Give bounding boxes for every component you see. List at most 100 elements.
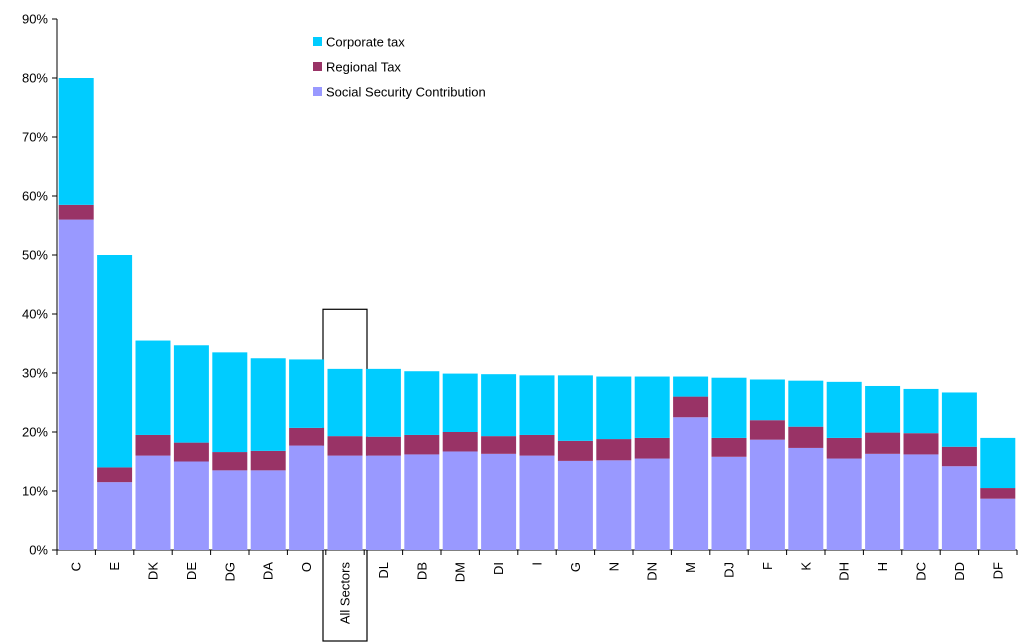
x-category-label: DM xyxy=(453,562,468,582)
bar-segment-regional-tax xyxy=(173,442,209,462)
bar-segment-regional-tax xyxy=(327,436,363,456)
bar-segment-social-security-contribution xyxy=(97,482,133,550)
bar-segment-regional-tax xyxy=(711,437,747,457)
bar-segment-corporate-tax xyxy=(903,388,939,434)
bar-segment-regional-tax xyxy=(673,396,709,418)
bar-segment-corporate-tax xyxy=(673,376,709,397)
x-category-label: DD xyxy=(952,562,967,581)
legend-swatch xyxy=(313,87,322,96)
bar-segment-corporate-tax xyxy=(173,345,209,443)
y-tick-label: 30% xyxy=(22,366,48,381)
bar-segment-social-security-contribution xyxy=(903,454,939,550)
legend-label: Social Security Contribution xyxy=(326,85,486,100)
x-category-label: DE xyxy=(184,562,199,580)
bar-segment-social-security-contribution xyxy=(481,453,517,550)
bar-segment-regional-tax xyxy=(634,437,670,459)
y-tick-label: 90% xyxy=(22,12,48,27)
bar-segment-regional-tax xyxy=(97,467,133,483)
bar-segment-regional-tax xyxy=(941,446,977,467)
bars xyxy=(58,78,1016,550)
bar-segment-regional-tax xyxy=(365,436,401,456)
bar-segment-regional-tax xyxy=(865,432,901,454)
bar-segment-regional-tax xyxy=(903,433,939,455)
bar-segment-social-security-contribution xyxy=(442,451,478,550)
y-tick-label: 0% xyxy=(29,543,48,558)
bar-segment-corporate-tax xyxy=(980,437,1016,489)
bar-segment-regional-tax xyxy=(596,439,632,461)
x-category-label: DC xyxy=(914,562,929,581)
bar-segment-corporate-tax xyxy=(97,255,133,468)
x-category-label: DB xyxy=(414,562,429,580)
y-tick-label: 60% xyxy=(22,189,48,204)
x-category-label: DG xyxy=(222,562,237,582)
bar-segment-regional-tax xyxy=(749,420,785,440)
bar-segment-corporate-tax xyxy=(749,379,785,421)
y-tick-label: 50% xyxy=(22,248,48,263)
x-category-label: DI xyxy=(491,562,506,575)
y-tick-label: 70% xyxy=(22,130,48,145)
x-category-label: DH xyxy=(837,562,852,581)
bar-segment-social-security-contribution xyxy=(289,445,325,550)
bar-segment-regional-tax xyxy=(289,427,325,446)
bar-segment-social-security-contribution xyxy=(673,417,709,550)
x-category-label: M xyxy=(683,562,698,573)
bar-segment-regional-tax xyxy=(442,432,478,452)
bar-segment-social-security-contribution xyxy=(557,460,593,550)
x-category-label: All Sectors xyxy=(338,562,353,625)
bar-segment-social-security-contribution xyxy=(250,470,286,550)
bar-segment-regional-tax xyxy=(519,434,555,456)
bar-segment-social-security-contribution xyxy=(634,458,670,550)
bar-segment-regional-tax xyxy=(826,437,862,459)
bar-segment-corporate-tax xyxy=(519,375,555,435)
x-category-label: F xyxy=(760,562,775,570)
bar-segment-corporate-tax xyxy=(788,380,824,427)
bar-segment-social-security-contribution xyxy=(980,498,1016,550)
x-category-label: DK xyxy=(146,562,161,580)
bar-segment-social-security-contribution xyxy=(519,455,555,550)
bar-segment-corporate-tax xyxy=(212,352,248,453)
bar-segment-social-security-contribution xyxy=(788,447,824,550)
x-category-label: DA xyxy=(261,562,276,580)
y-tick-label: 80% xyxy=(22,71,48,86)
bar-segment-social-security-contribution xyxy=(212,470,248,550)
y-tick-label: 10% xyxy=(22,484,48,499)
bar-segment-regional-tax xyxy=(250,450,286,471)
x-category-label: K xyxy=(798,562,813,571)
bar-segment-social-security-contribution xyxy=(135,455,171,550)
bar-segment-social-security-contribution xyxy=(327,455,363,550)
x-category-label: N xyxy=(606,562,621,571)
bar-segment-social-security-contribution xyxy=(173,461,209,550)
bar-segment-corporate-tax xyxy=(365,368,401,437)
x-category-label: C xyxy=(69,562,84,571)
legend: Corporate tax Regional Tax Social Security… xyxy=(313,35,486,100)
bar-segment-corporate-tax xyxy=(250,358,286,451)
bar-segment-corporate-tax xyxy=(596,376,632,440)
bar-segment-corporate-tax xyxy=(634,376,670,438)
bar-segment-regional-tax xyxy=(404,434,440,455)
bar-segment-social-security-contribution xyxy=(365,455,401,550)
legend-label: Regional Tax xyxy=(326,60,401,75)
bar-segment-corporate-tax xyxy=(135,340,171,435)
bar-segment-social-security-contribution xyxy=(826,458,862,550)
bar-segment-social-security-contribution xyxy=(596,460,632,550)
x-category-label: G xyxy=(568,562,583,572)
labels: 0% 10% 20% 30% 40% 50% 60% 70% 80% 90% C E DK DE DG DA O… xyxy=(22,12,1005,625)
bar-segment-corporate-tax xyxy=(826,381,862,438)
bar-segment-corporate-tax xyxy=(557,375,593,441)
bar-segment-social-security-contribution xyxy=(865,453,901,550)
bar-segment-corporate-tax xyxy=(404,371,440,435)
bar-segment-corporate-tax xyxy=(327,368,363,437)
bar-segment-social-security-contribution xyxy=(58,219,94,550)
bar-segment-corporate-tax xyxy=(289,359,325,428)
bar-segment-social-security-contribution xyxy=(711,456,747,550)
x-category-label: H xyxy=(875,562,890,571)
x-category-label: E xyxy=(107,562,122,571)
bar-segment-regional-tax xyxy=(980,488,1016,499)
bar-segment-corporate-tax xyxy=(58,78,94,205)
bar-segment-regional-tax xyxy=(135,434,171,456)
bar-segment-social-security-contribution xyxy=(404,454,440,550)
x-category-label: DL xyxy=(376,562,391,579)
legend-label: Corporate tax xyxy=(326,35,405,50)
